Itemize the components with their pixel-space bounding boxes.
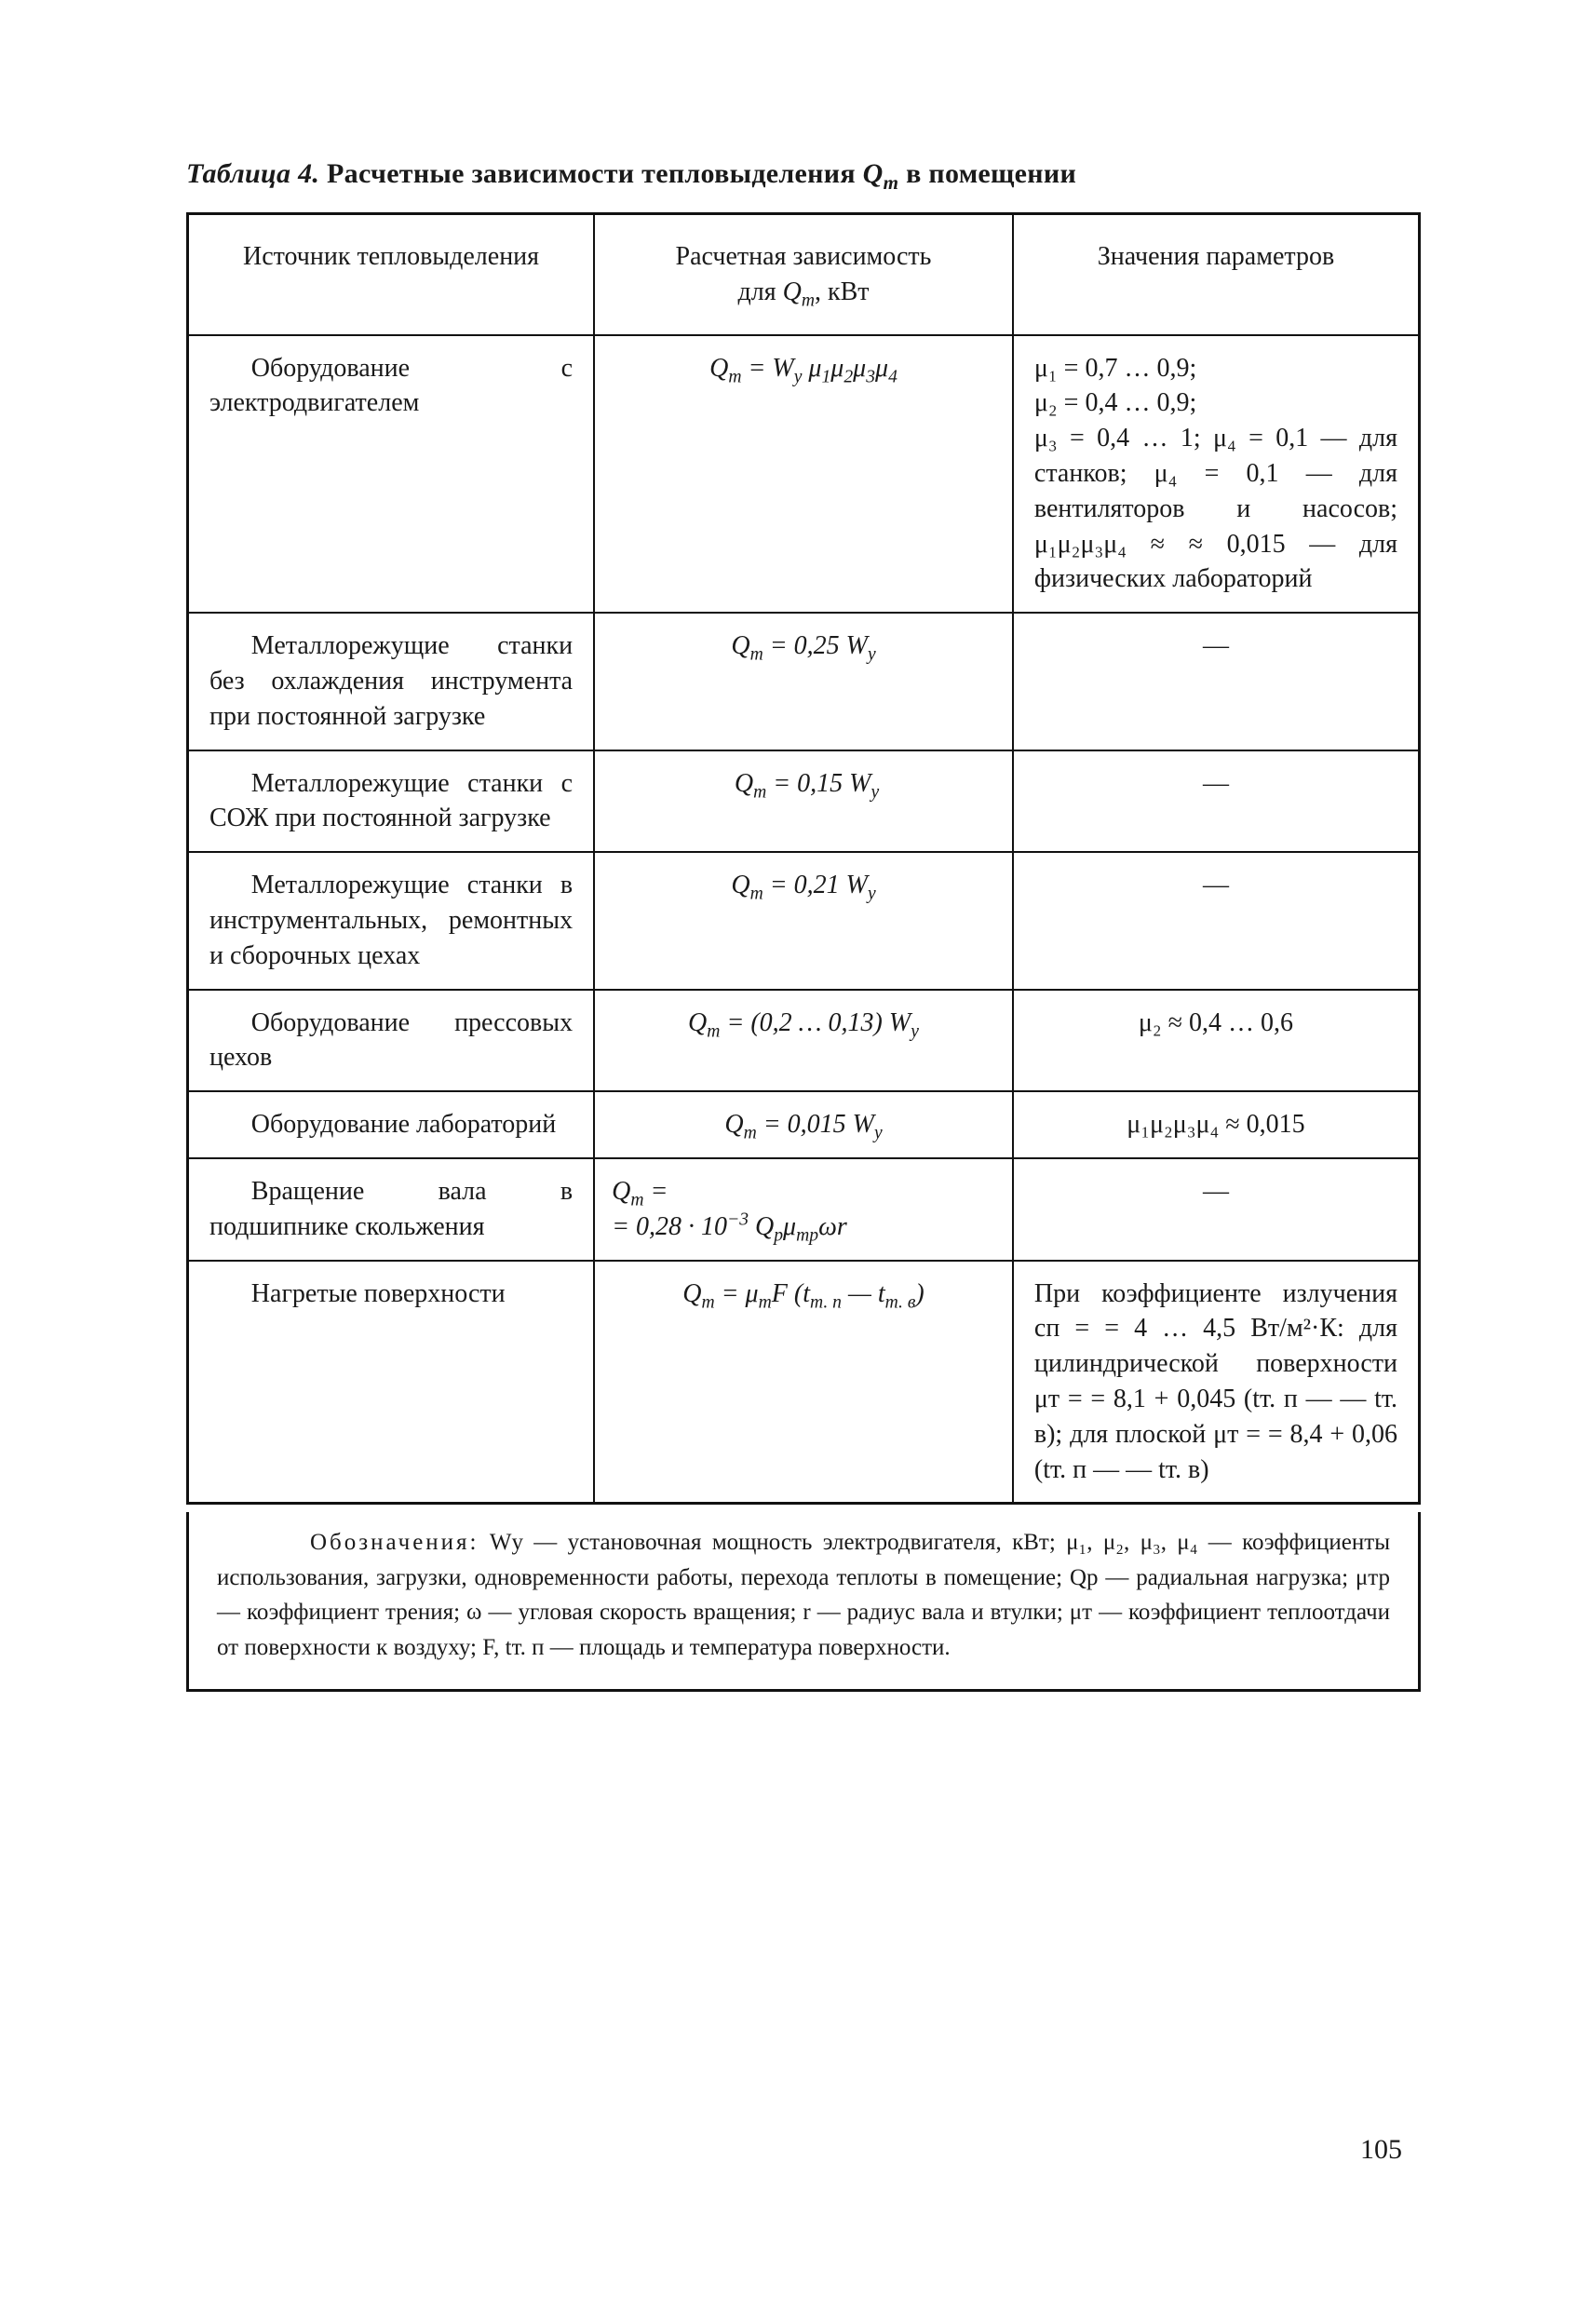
cell-dash: — bbox=[1013, 750, 1420, 853]
cell-formula: Qт = 0,21 Wу bbox=[594, 852, 1013, 989]
cell-dash: — bbox=[1013, 852, 1420, 989]
table-caption: Таблица 4. Расчетные зависимости тепловы… bbox=[186, 158, 1421, 190]
cell-params: μ₁μ₂μ₃μ₄ ≈ 0,015 bbox=[1013, 1091, 1420, 1158]
cell-params: μ₁ = 0,7 … 0,9; μ₂ = 0,4 … 0,9; μ₃ = 0,4… bbox=[1013, 335, 1420, 614]
cell-params: При коэффициенте излучения cп = = 4 … 4,… bbox=[1013, 1261, 1420, 1504]
header-c2-sym: Q bbox=[783, 277, 802, 306]
cell-dash: — bbox=[1013, 613, 1420, 750]
cell-source: Металлорежущие станки в инструментальных… bbox=[188, 852, 595, 989]
table-row: Оборудование лабораторий Qт = 0,015 Wу μ… bbox=[188, 1091, 1420, 1158]
legend-title: Обозначения: bbox=[310, 1530, 479, 1555]
table-row: Оборудование прессовых цехов Qт = (0,2 …… bbox=[188, 990, 1420, 1092]
page: Таблица 4. Расчетные зависимости тепловы… bbox=[0, 0, 1579, 2324]
header-c2-line1: Расчетная зависимость bbox=[676, 242, 932, 271]
header-col-1: Источник тепловыделения bbox=[188, 214, 595, 335]
table-row: Оборудование с электродвигателем Qт = Wу… bbox=[188, 335, 1420, 614]
cell-formula: Qт = (0,2 … 0,13) Wу bbox=[594, 990, 1013, 1092]
cell-source: Металлорежущие станки без охлаждения инс… bbox=[188, 613, 595, 750]
table-header-row: Источник тепловыделения Расчетная зависи… bbox=[188, 214, 1420, 335]
cell-source: Оборудование прессовых цехов bbox=[188, 990, 595, 1092]
cell-formula: Qт = 0,25 Wу bbox=[594, 613, 1013, 750]
page-number: 105 bbox=[1360, 2134, 1402, 2166]
cell-source: Вращение вала в подшипнике скольжения bbox=[188, 1158, 595, 1261]
cell-formula: Qт = 0,015 Wу bbox=[594, 1091, 1013, 1158]
cell-source: Металлорежущие станки с СОЖ при постоянн… bbox=[188, 750, 595, 853]
cell-dash: — bbox=[1013, 1158, 1420, 1261]
caption-rest: Расчетные зависимости тепловыделения bbox=[319, 158, 862, 189]
header-c2-sub: т bbox=[802, 290, 815, 310]
param-line: μ₃ = 0,4 … 1; μ₄ = 0,1 — для станков; μ₄… bbox=[1034, 424, 1397, 593]
main-table: Источник тепловыделения Расчетная зависи… bbox=[186, 212, 1421, 1505]
cell-source: Нагретые поверхности bbox=[188, 1261, 595, 1504]
header-col-2: Расчетная зависимость для Qт, кВт bbox=[594, 214, 1013, 335]
cell-params: μ₂ ≈ 0,4 … 0,6 bbox=[1013, 990, 1420, 1092]
param-line: μ₂ = 0,4 … 0,9; bbox=[1034, 388, 1196, 417]
table-row: Металлорежущие станки в инструментальных… bbox=[188, 852, 1420, 989]
caption-prefix: Таблица 4. bbox=[186, 158, 319, 189]
table-row: Металлорежущие станки с СОЖ при постоянн… bbox=[188, 750, 1420, 853]
header-c2-line2: для bbox=[737, 277, 782, 306]
table-row: Вращение вала в подшипнике скольжения Qт… bbox=[188, 1158, 1420, 1261]
header-col-3: Значения параметров bbox=[1013, 214, 1420, 335]
table-row: Нагретые поверхности Qт = μтF (tт. п — t… bbox=[188, 1261, 1420, 1504]
legend-block: Обозначения: Wу — установочная мощность … bbox=[186, 1512, 1421, 1692]
caption-tail: в помещении bbox=[898, 158, 1076, 189]
cell-source: Оборудование лабораторий bbox=[188, 1091, 595, 1158]
param-line: μ₁ = 0,7 … 0,9; bbox=[1034, 354, 1196, 383]
caption-sub: т bbox=[884, 171, 899, 194]
cell-formula: Qт = 0,15 Wу bbox=[594, 750, 1013, 853]
cell-formula: Qт = μтF (tт. п — tт. в) bbox=[594, 1261, 1013, 1504]
table-row: Металлорежущие станки без охлаждения инс… bbox=[188, 613, 1420, 750]
cell-formula: Qт = Wу μ1μ2μ3μ4 bbox=[594, 335, 1013, 614]
cell-formula: Qт == 0,28 · 10−3 Qрμтрωr bbox=[594, 1158, 1013, 1261]
cell-source: Оборудование с электродвигателем bbox=[188, 335, 595, 614]
caption-sym: Q bbox=[863, 158, 884, 189]
header-c2-tail: , кВт bbox=[815, 277, 870, 306]
